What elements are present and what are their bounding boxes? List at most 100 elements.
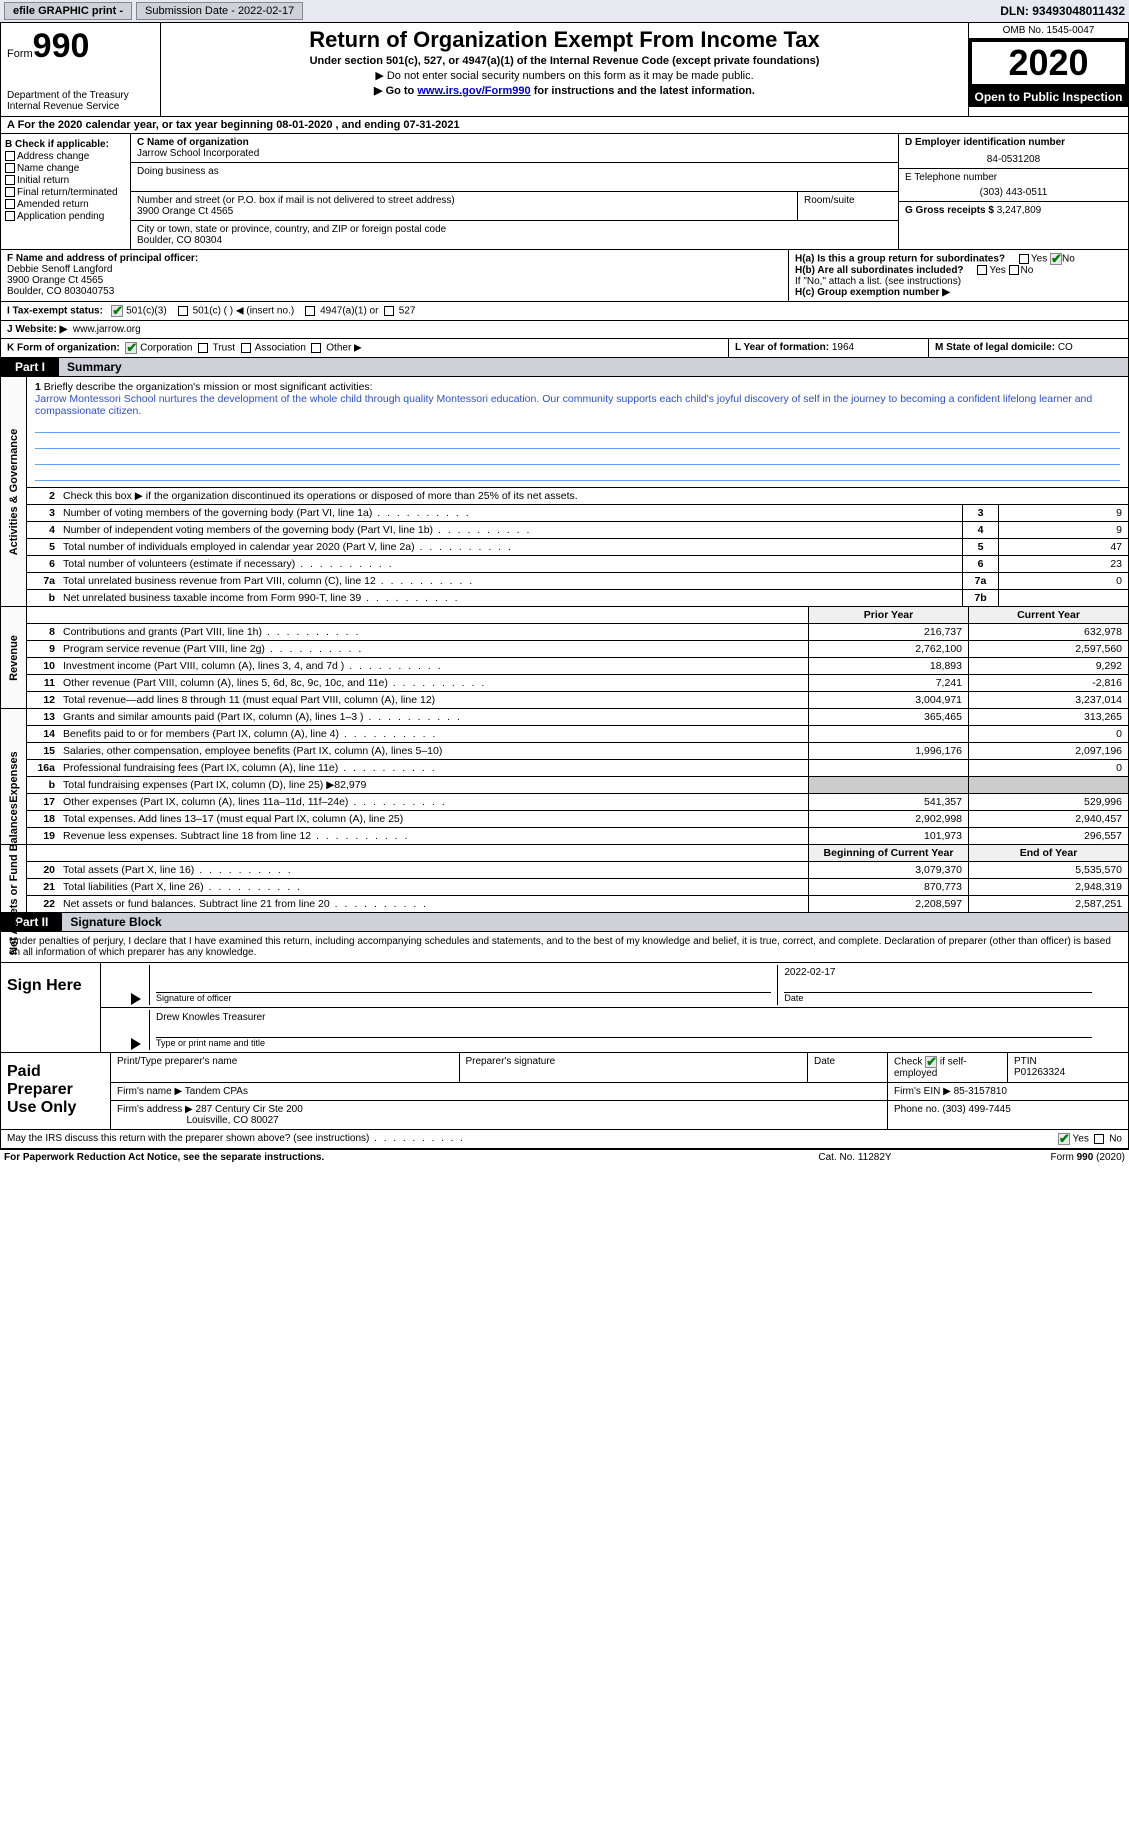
ha-yes[interactable] xyxy=(1019,254,1029,264)
p10: 18,893 xyxy=(808,658,968,674)
signature-block: Under penalties of perjury, I declare th… xyxy=(0,932,1129,1053)
part1-header: Part I Summary xyxy=(0,358,1129,377)
k-corp[interactable] xyxy=(125,342,137,354)
l19: Revenue less expenses. Subtract line 18 … xyxy=(63,830,311,842)
p20: 3,079,370 xyxy=(808,862,968,878)
officer-name: Debbie Senoff Langford xyxy=(7,264,112,275)
discuss-yes[interactable] xyxy=(1058,1133,1070,1145)
side-exp: Expenses xyxy=(8,751,20,802)
hdr-prior: Prior Year xyxy=(808,607,968,623)
p9: 2,762,100 xyxy=(808,641,968,657)
row-klm: K Form of organization: Corporation Trus… xyxy=(0,339,1129,358)
chk-app-pending[interactable] xyxy=(5,211,15,221)
i-4947[interactable] xyxy=(305,306,315,316)
line-a: A For the 2020 calendar year, or tax yea… xyxy=(0,117,1129,134)
c12: 3,237,014 xyxy=(968,692,1128,708)
firm-addr2: Louisville, CO 80027 xyxy=(186,1115,278,1126)
l7a: Total unrelated business revenue from Pa… xyxy=(63,575,376,587)
c16b-grey xyxy=(968,777,1128,793)
addr-label: Number and street (or P.O. box if mail i… xyxy=(137,195,791,206)
b-o4: Final return/terminated xyxy=(17,187,118,198)
l13: Grants and similar amounts paid (Part IX… xyxy=(63,711,364,723)
c22: 2,587,251 xyxy=(968,896,1128,912)
header-left: Form990 Department of the Treasury Inter… xyxy=(1,23,161,116)
v4: 9 xyxy=(998,522,1128,538)
i-527[interactable] xyxy=(384,306,394,316)
p18: 2,902,998 xyxy=(808,811,968,827)
chk-final-return[interactable] xyxy=(5,187,15,197)
p11: 7,241 xyxy=(808,675,968,691)
k-trust[interactable] xyxy=(198,343,208,353)
i-501c[interactable] xyxy=(178,306,188,316)
footer-m: Cat. No. 11282Y xyxy=(765,1152,945,1163)
city-label: City or town, state or province, country… xyxy=(137,224,892,235)
chk-initial-return[interactable] xyxy=(5,175,15,185)
p21: 870,773 xyxy=(808,879,968,895)
v7b xyxy=(998,590,1128,606)
efile-graphic-print[interactable]: efile GRAPHIC print - xyxy=(4,2,132,20)
ha: H(a) Is this a group return for subordin… xyxy=(795,254,1005,265)
chk-self-employed[interactable] xyxy=(925,1056,937,1068)
v5: 47 xyxy=(998,539,1128,555)
v7a: 0 xyxy=(998,573,1128,589)
col-d: D Employer identification number 84-0531… xyxy=(898,134,1128,249)
chk-address-change[interactable] xyxy=(5,151,15,161)
prep-h5: PTIN xyxy=(1014,1056,1037,1067)
phone-label: Phone no. xyxy=(894,1104,940,1115)
l12: Total revenue—add lines 8 through 11 (mu… xyxy=(63,694,435,706)
gross-label: G Gross receipts $ xyxy=(905,205,994,216)
part1-tab: Part I xyxy=(1,358,59,376)
hb-yes[interactable] xyxy=(977,265,987,275)
dln: DLN: 93493048011432 xyxy=(1000,4,1125,18)
ein-label: D Employer identification number xyxy=(905,137,1065,148)
l20: Total assets (Part X, line 16) xyxy=(63,864,194,876)
hb-no[interactable] xyxy=(1009,265,1019,275)
name-title-label: Type or print name and title xyxy=(156,1037,1092,1048)
c-label: C Name of organization xyxy=(137,137,249,148)
hb: H(b) Are all subordinates included? xyxy=(795,265,964,276)
i-501c3[interactable] xyxy=(111,305,123,317)
dba-label: Doing business as xyxy=(137,166,892,177)
l9: Program service revenue (Part VIII, line… xyxy=(63,643,265,655)
open-inspection: Open to Public Inspection xyxy=(969,87,1128,107)
chk-amended[interactable] xyxy=(5,199,15,209)
c14: 0 xyxy=(968,726,1128,742)
dept: Department of the Treasury Internal Reve… xyxy=(7,90,154,112)
l15: Salaries, other compensation, employee b… xyxy=(63,745,442,757)
k-other[interactable] xyxy=(311,343,321,353)
j-label: J Website: ▶ xyxy=(7,324,67,335)
b-hdr: B Check if applicable: xyxy=(5,139,109,150)
website: www.jarrow.org xyxy=(73,324,141,335)
topbar: efile GRAPHIC print - Submission Date - … xyxy=(0,0,1129,23)
irs-link[interactable]: www.irs.gov/Form990 xyxy=(417,85,530,97)
firm-phone: (303) 499-7445 xyxy=(942,1104,1010,1115)
c13: 313,265 xyxy=(968,709,1128,725)
b-o3: Initial return xyxy=(17,175,69,186)
sig-date: 2022-02-17 xyxy=(784,967,1092,978)
section-revenue: Revenue Prior YearCurrent Year 8Contribu… xyxy=(0,607,1129,709)
prep-h1: Print/Type preparer's name xyxy=(111,1053,460,1082)
l8: Contributions and grants (Part VIII, lin… xyxy=(63,626,262,638)
l5: Total number of individuals employed in … xyxy=(63,541,415,553)
row-j: J Website: ▶ www.jarrow.org xyxy=(0,321,1129,339)
sub3-post: for instructions and the latest informat… xyxy=(531,85,755,97)
k-o3: Association xyxy=(255,343,306,354)
officer-addr1: 3900 Orange Ct 4565 xyxy=(7,275,103,286)
k-assoc[interactable] xyxy=(241,343,251,353)
ha-no[interactable] xyxy=(1050,253,1062,265)
discuss-no[interactable] xyxy=(1094,1134,1104,1144)
c10: 9,292 xyxy=(968,658,1128,674)
l4: Number of independent voting members of … xyxy=(63,524,433,536)
l3: Number of voting members of the governin… xyxy=(63,507,372,519)
p22: 2,208,597 xyxy=(808,896,968,912)
sig-of-officer-label: Signature of officer xyxy=(156,992,771,1003)
subtitle-2: ▶ Do not enter social security numbers o… xyxy=(165,69,964,82)
k-o1: Corporation xyxy=(140,343,192,354)
hdr-curr: Current Year xyxy=(968,607,1128,623)
sign-here: Sign Here xyxy=(1,963,101,1052)
chk-name-change[interactable] xyxy=(5,163,15,173)
part2-label: Signature Block xyxy=(62,913,1128,931)
submission-date: Submission Date - 2022-02-17 xyxy=(136,2,303,20)
firm-ein: 85-3157810 xyxy=(954,1086,1007,1097)
i-o1: 501(c)(3) xyxy=(126,306,167,317)
